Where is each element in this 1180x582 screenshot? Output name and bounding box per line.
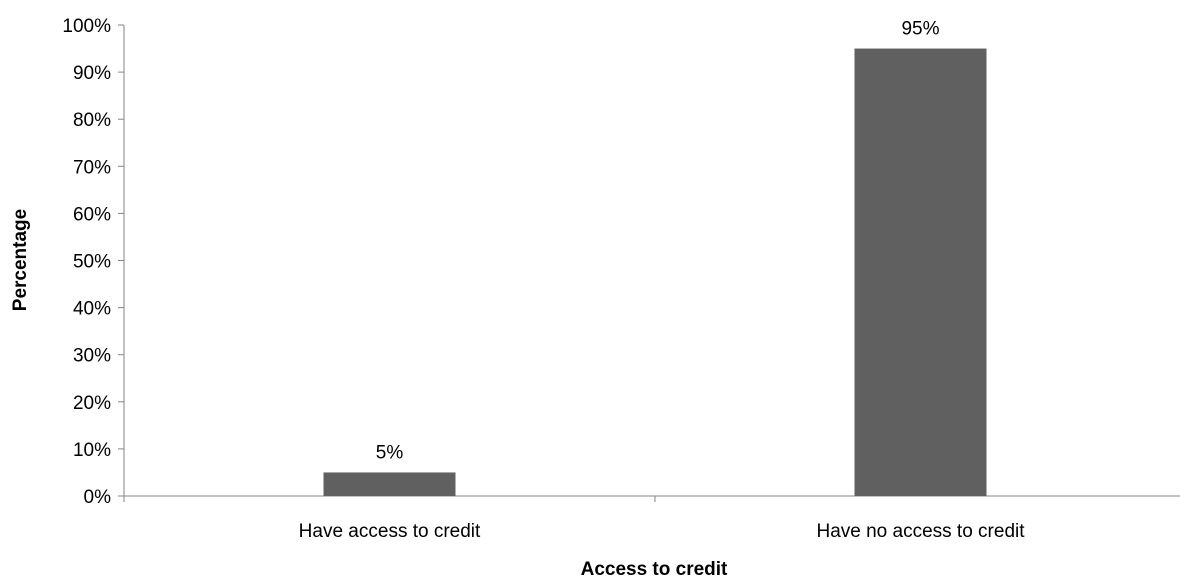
bar: [854, 48, 987, 497]
y-tick-label: 20%: [73, 393, 111, 414]
y-tick-label: 40%: [73, 299, 111, 320]
y-axis-ticks: 0% 10% 20% 30% 40% 50% 60% 70% 80% 90% 100%: [62, 16, 124, 508]
y-tick-label: 30%: [73, 346, 111, 367]
y-tick-label: 0%: [84, 487, 112, 508]
y-tick-label: 70%: [73, 157, 111, 178]
y-tick-label: 10%: [73, 440, 111, 461]
bar: [323, 472, 456, 496]
y-tick-label: 60%: [73, 204, 111, 225]
x-category-label: Have access to credit: [299, 521, 481, 542]
y-axis-title: Percentage: [10, 209, 31, 311]
y-tick-label: 50%: [73, 252, 111, 273]
x-category-label: Have no access to credit: [816, 521, 1025, 542]
x-axis-title: Access to credit: [581, 559, 728, 580]
y-tick-label: 80%: [73, 110, 111, 131]
y-axis: 0% 10% 20% 30% 40% 50% 60% 70% 80% 90% 100%: [62, 16, 125, 508]
bar-value-label: 95%: [901, 19, 939, 40]
y-tick-label: 100%: [62, 16, 111, 37]
y-tick-label: 90%: [73, 63, 111, 84]
bar-value-label: 5%: [376, 442, 404, 463]
x-axis-ticks: Have access to credit Have no access to c…: [123, 496, 1025, 542]
bars: [323, 48, 987, 497]
x-axis: Have access to credit Have no access to c…: [123, 495, 1180, 542]
data-labels: 5% 95%: [376, 19, 940, 464]
